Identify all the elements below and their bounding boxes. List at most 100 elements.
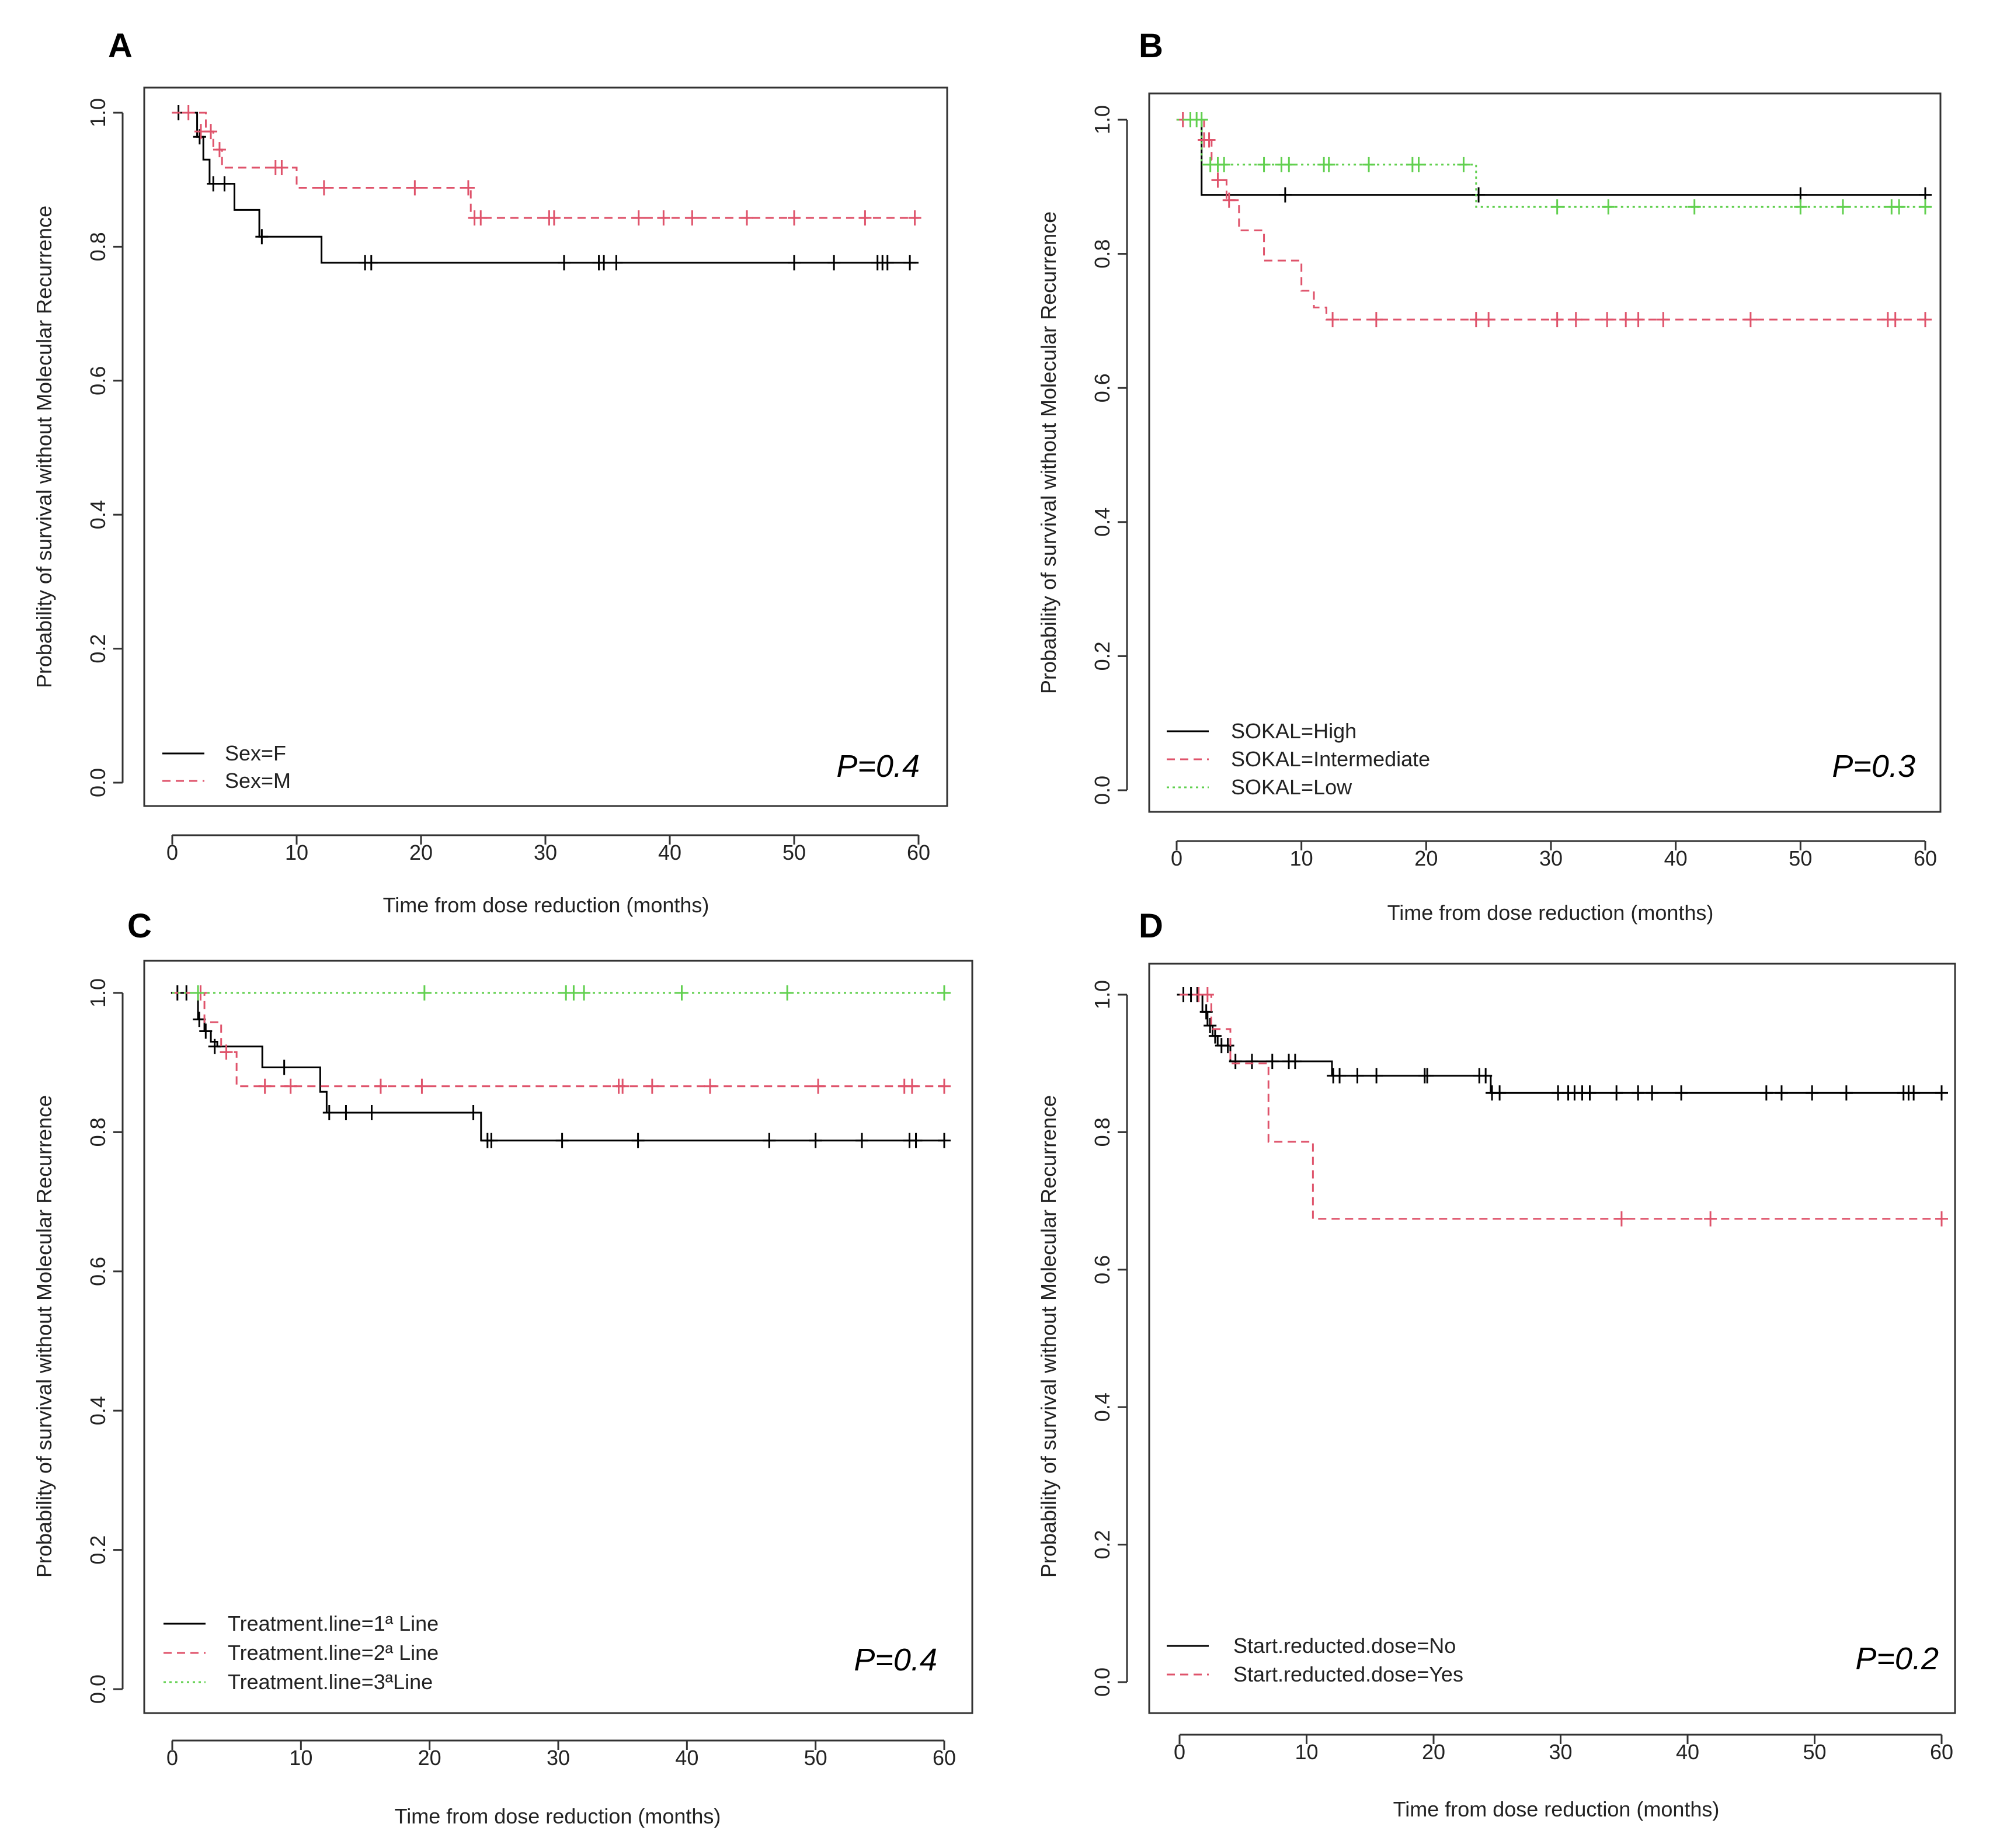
x-tick-label: 40 (658, 840, 681, 864)
censor-mark (1195, 112, 1208, 127)
x-tick-label: 40 (1664, 846, 1688, 870)
censor-mark (1282, 157, 1296, 172)
series-0 (172, 105, 919, 270)
censor-mark (1351, 1068, 1364, 1083)
y-tick-label: 0.0 (1090, 776, 1114, 805)
censor-mark (374, 1078, 387, 1094)
x-tick-label: 10 (289, 1746, 312, 1770)
censor-mark (1229, 1054, 1242, 1069)
censor-mark (909, 1133, 923, 1148)
censor-mark (858, 210, 872, 226)
censor-mark (1550, 199, 1564, 215)
censor-mark (1370, 1068, 1383, 1083)
y-tick-label: 0.2 (86, 634, 110, 664)
y-tick-label: 0.2 (1090, 641, 1114, 671)
censor-mark (204, 124, 218, 140)
censor-mark (275, 160, 288, 176)
legend-label-0: Sex=F (225, 741, 286, 765)
legend: Start.reducted.dose=No Start.reducted.do… (1167, 1634, 1463, 1686)
y-tick-label: 0.4 (86, 500, 110, 529)
legend-label-0: SOKAL=High (1231, 719, 1357, 743)
panel-letter: A (108, 27, 133, 65)
censor-mark (1794, 199, 1807, 215)
censor-mark (1202, 132, 1216, 148)
x-tick-label: 10 (285, 840, 308, 864)
x-tick-label: 40 (675, 1746, 698, 1770)
series-0 (1177, 987, 1948, 1101)
x-axis: 0 10 20 30 40 50 60 (166, 834, 930, 864)
series-1 (172, 105, 921, 226)
legend-label-2: SOKAL=Low (1231, 775, 1352, 799)
censor-mark (578, 985, 591, 1001)
y-tick-label: 0.4 (1090, 508, 1114, 537)
y-tick-label: 0.2 (86, 1536, 110, 1565)
censor-mark (631, 1133, 645, 1148)
x-axis-label: Time from dose reduction (months) (1393, 1797, 1720, 1821)
censor-mark (938, 1133, 951, 1148)
y-axis-label: Probability of survival without Molecula… (32, 206, 56, 688)
x-tick-label: 50 (804, 1746, 827, 1770)
x-axis: 0 10 20 30 40 50 60 (1174, 1734, 1953, 1764)
censor-mark (474, 210, 488, 226)
y-tick-label: 0.0 (1090, 1668, 1114, 1697)
censor-mark (1907, 1085, 1921, 1101)
censor-mark (555, 1133, 569, 1148)
legend-label-1: Start.reducted.dose=Yes (1233, 1662, 1463, 1686)
x-axis: 0 10 20 30 40 50 60 (1171, 840, 1937, 870)
y-tick-label: 0.4 (86, 1396, 110, 1425)
censor-mark (1221, 1038, 1234, 1054)
censor-mark (686, 210, 699, 226)
censor-mark (485, 1133, 498, 1148)
censor-mark (1211, 172, 1225, 188)
x-tick-label: 20 (1422, 1740, 1445, 1764)
censor-mark (1569, 312, 1582, 328)
censor-mark (632, 210, 645, 226)
series-2 (172, 985, 951, 1001)
censor-mark (1199, 1004, 1213, 1020)
y-tick-label: 0.8 (1090, 1117, 1114, 1147)
panel-letter: B (1139, 27, 1163, 65)
plot-frame (143, 86, 948, 807)
censor-mark (255, 229, 269, 245)
censor-mark (1935, 1211, 1948, 1227)
censor-mark (277, 1060, 291, 1075)
legend-label-0: Start.reducted.dose=No (1233, 1634, 1456, 1658)
y-axis: 0.0 0.2 0.4 0.6 0.8 1.0 (86, 978, 124, 1704)
censor-mark (781, 985, 794, 1001)
x-tick-label: 0 (166, 1746, 178, 1770)
censor-mark (1265, 1054, 1279, 1069)
censor-mark (1704, 1211, 1717, 1227)
y-axis-label: Probability of survival without Molecula… (1037, 211, 1060, 694)
y-tick-label: 0.6 (1090, 1255, 1114, 1284)
p-value: P=0.3 (1832, 749, 1915, 784)
censor-mark (675, 985, 688, 1001)
x-tick-label: 30 (1539, 846, 1563, 870)
censor-mark (1457, 157, 1470, 172)
censor-mark (1204, 1017, 1217, 1033)
censor-mark (763, 1133, 776, 1148)
censor-mark (1688, 199, 1701, 215)
censor-mark (1632, 312, 1645, 328)
censor-mark (1222, 192, 1236, 208)
x-tick-label: 60 (933, 1746, 956, 1770)
censor-mark (938, 985, 951, 1001)
survival-curve (1180, 994, 1942, 1220)
censor-mark (1278, 187, 1292, 203)
series-1 (172, 985, 951, 1094)
y-tick-label: 0.8 (86, 232, 110, 261)
censor-mark (220, 1044, 233, 1060)
censor-mark (1469, 312, 1483, 328)
legend-label-1: SOKAL=Intermediate (1231, 747, 1430, 771)
legend-label-2: Treatment.line=3ªLine (228, 1670, 433, 1694)
x-tick-label: 30 (1549, 1740, 1572, 1764)
censor-mark (1257, 157, 1271, 172)
censor-mark (1632, 1085, 1645, 1101)
censor-mark (809, 1133, 822, 1148)
censor-mark (365, 1105, 378, 1121)
survival-curve (172, 112, 919, 219)
censor-mark (1550, 312, 1564, 328)
p-value: P=0.2 (1855, 1641, 1939, 1676)
censor-mark (1479, 1068, 1493, 1083)
censor-mark (827, 255, 841, 270)
